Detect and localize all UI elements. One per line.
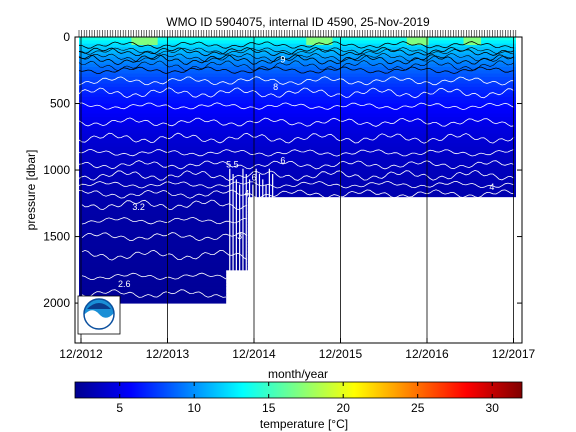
- isotherm-label: 2.6: [118, 279, 131, 289]
- isotherm-lines: [78, 41, 515, 298]
- x-axis: 12/2012 12/2013 12/2014 12/2015 12/2016 12/20…: [59, 338, 536, 361]
- x-tick-label: 12/2017: [492, 347, 536, 361]
- isotherm-label: 3.2: [132, 202, 145, 212]
- isotherm-label: 4: [489, 182, 494, 192]
- isotherm-label: 5.5: [226, 159, 239, 169]
- x-tick-label: 12/2013: [146, 347, 190, 361]
- y-axis: 0 500 1000 1500 2000: [43, 30, 522, 310]
- y-tick-label: 1000: [43, 163, 70, 177]
- x-tick-label: 12/2014: [232, 347, 276, 361]
- profile-tick-marks: [78, 30, 517, 37]
- y-tick-label: 1500: [43, 230, 70, 244]
- x-tick-label: 12/2012: [59, 347, 103, 361]
- colorbar-tick-label: 20: [337, 401, 351, 415]
- noaa-logo: [77, 295, 121, 335]
- profile-strips: [229, 168, 274, 277]
- y-axis-label: pressure [dbar]: [24, 150, 38, 231]
- isotherm-label: 6: [280, 155, 285, 165]
- isotherm-label: 8: [273, 82, 278, 92]
- colorbar-tick-label: 10: [188, 401, 202, 415]
- y-tick-label: 500: [50, 97, 70, 111]
- grid-lines: [80, 37, 514, 343]
- y-tick-label: 0: [63, 30, 70, 44]
- x-axis-label: month/year: [268, 367, 328, 381]
- plot-frame: [74, 36, 523, 344]
- x-tick-label: 12/2015: [319, 347, 363, 361]
- isotherm-label: 6: [251, 173, 256, 183]
- colorbar-tick-label: 15: [262, 401, 276, 415]
- isotherm-label: 4: [244, 189, 249, 199]
- x-tick-label: 12/2016: [405, 347, 449, 361]
- chart-title: WMO ID 5904075, internal ID 4590, 25-Nov…: [166, 15, 430, 29]
- isotherm-label: 9: [280, 54, 285, 64]
- isotherm-label: 3: [259, 231, 264, 241]
- colorbar-tick-label: 25: [411, 401, 425, 415]
- colorbar-label: temperature [°C]: [260, 417, 348, 431]
- colorbar-tick-label: 5: [116, 401, 123, 415]
- colorbar: 5 10 15 20 25 30 temperature [°C]: [74, 381, 523, 431]
- isotherm-labels: 2.6 3.2 3 3 4 4 5.5 6 6 8 9: [118, 54, 494, 289]
- y-tick-label: 2000: [43, 296, 70, 310]
- isotherm-label: 3: [237, 231, 242, 241]
- colorbar-tick-label: 30: [486, 401, 500, 415]
- plot-area: [75, 37, 522, 343]
- colorbar-gradient: [74, 381, 523, 399]
